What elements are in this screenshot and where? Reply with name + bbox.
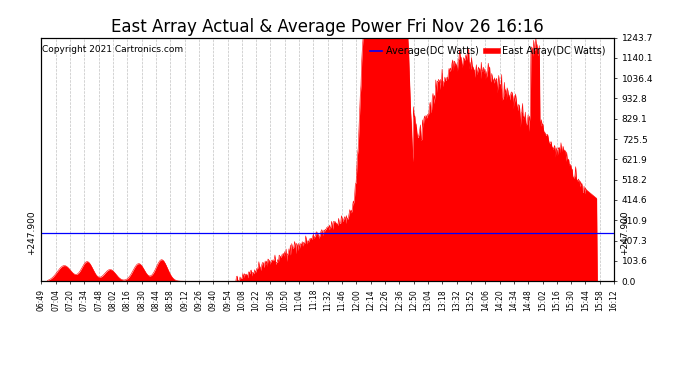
Text: +247.900: +247.900 (620, 210, 629, 255)
Text: +247.900: +247.900 (27, 210, 36, 255)
Text: Copyright 2021 Cartronics.com: Copyright 2021 Cartronics.com (42, 45, 183, 54)
Legend: Average(DC Watts), East Array(DC Watts): Average(DC Watts), East Array(DC Watts) (366, 42, 609, 60)
Title: East Array Actual & Average Power Fri Nov 26 16:16: East Array Actual & Average Power Fri No… (111, 18, 544, 36)
